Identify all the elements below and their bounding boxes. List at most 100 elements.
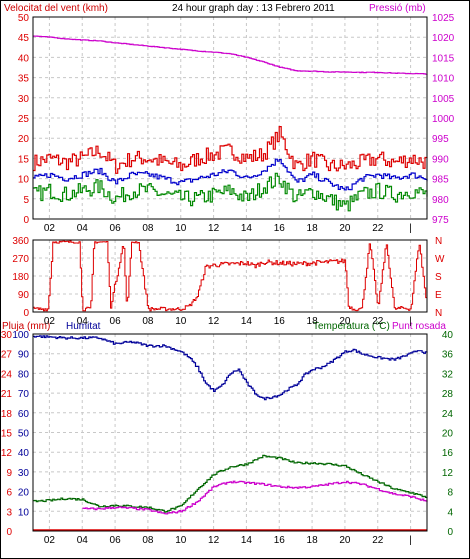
rain-tick-label: 15 (1, 429, 13, 440)
x-tick-label: | (409, 223, 412, 234)
wind-tick-label: 25 (18, 114, 30, 125)
pressure-tick-label: 1000 (432, 114, 455, 125)
humidity-tick-label: 100 (12, 330, 29, 341)
temperature-tick-label: 8 (447, 488, 453, 499)
dewpoint-axis-label: Punt rosada (392, 321, 446, 332)
x-tick-label: 20 (339, 223, 351, 234)
x-tick-label: 16 (274, 316, 286, 327)
pressure-tick-label: 990 (432, 154, 449, 165)
temperature-tick-label: 36 (442, 350, 454, 361)
direction-tick-label: 270 (12, 254, 29, 265)
temperature-tick-label: 40 (442, 330, 454, 341)
x-tick-label: 16 (274, 535, 286, 546)
rain-tick-label: 6 (6, 488, 12, 499)
humidity-tick-label: 70 (18, 389, 30, 400)
x-tick-label: 14 (241, 316, 253, 327)
direction-compass-label: N (435, 236, 442, 247)
x-tick-label: 16 (274, 223, 286, 234)
x-tick-label: 04 (77, 223, 89, 234)
rain-axis-label: Pluja (mm) (2, 321, 50, 332)
rain-tick-label: 21 (1, 389, 13, 400)
series-wind-direction (33, 240, 428, 312)
x-tick-label: 14 (241, 223, 253, 234)
series-wind-speed (33, 126, 428, 174)
x-tick-label: | (409, 316, 412, 327)
humidity-tick-label: 10 (18, 507, 30, 518)
temperature-tick-label: 0 (447, 527, 453, 538)
series-layer (33, 35, 428, 531)
wind-axis-label: Velocitat del vent (kmh) (4, 3, 108, 14)
pressure-tick-label: 1010 (432, 74, 455, 85)
humidity-tick-label: 90 (18, 350, 30, 361)
x-tick-label: 02 (44, 223, 56, 234)
rain-tick-label: 27 (1, 350, 13, 361)
humidity-axis-label: Humitat (66, 321, 101, 332)
direction-tick-label: 180 (12, 272, 29, 283)
panel-frame (32, 333, 428, 532)
x-tick-label: 08 (142, 535, 154, 546)
rain-tick-label: 9 (6, 468, 12, 479)
x-tick-label: 10 (175, 316, 187, 327)
direction-compass-label: N (435, 308, 442, 319)
x-tick-label: 12 (208, 316, 220, 327)
humidity-tick-label: 30 (18, 468, 30, 479)
x-tick-label: 06 (110, 316, 122, 327)
panel-frame (32, 16, 428, 220)
x-tick-label: 02 (44, 535, 56, 546)
x-tick-label: 06 (110, 223, 122, 234)
humidity-tick-label: 80 (18, 369, 30, 380)
wind-tick-label: 20 (18, 134, 30, 145)
humidity-tick-label: 20 (18, 488, 30, 499)
rain-tick-label: 3 (6, 507, 12, 518)
wind-tick-label: 40 (18, 53, 30, 64)
direction-compass-label: W (435, 254, 445, 265)
temperature-tick-label: 12 (442, 468, 454, 479)
pressure-axis-label: Pressió (mb) (369, 3, 426, 14)
temperature-tick-label: 28 (442, 389, 454, 400)
series-pressure (33, 35, 428, 75)
wind-tick-label: 5 (23, 195, 29, 206)
wind-tick-label: 0 (23, 215, 29, 226)
direction-compass-label: E (435, 290, 442, 301)
pressure-tick-label: 1020 (432, 33, 455, 44)
rain-tick-label: 0 (6, 527, 12, 538)
x-tick-label: 18 (307, 535, 319, 546)
direction-tick-label: 360 (12, 236, 29, 247)
temperature-tick-label: 32 (442, 369, 454, 380)
x-tick-label: 14 (241, 535, 253, 546)
pressure-tick-label: 1025 (432, 13, 455, 24)
x-tick-label: 18 (307, 223, 319, 234)
temperature-tick-label: 24 (442, 409, 454, 420)
x-tick-label: 10 (175, 223, 187, 234)
humidity-tick-label: 40 (18, 448, 30, 459)
wind-tick-label: 30 (18, 94, 30, 105)
x-tick-label: 10 (175, 535, 187, 546)
wind-tick-label: 35 (18, 74, 30, 85)
pressure-tick-label: 980 (432, 195, 449, 206)
grid-layer (33, 16, 427, 532)
series-temperature (33, 454, 428, 513)
x-tick-label: 12 (208, 223, 220, 234)
pressure-tick-label: 1005 (432, 94, 455, 105)
x-tick-label: 08 (142, 223, 154, 234)
pressure-tick-label: 1015 (432, 53, 455, 64)
humidity-tick-label: 50 (18, 429, 30, 440)
temperature-axis-label: Temperatura (°C) (313, 321, 390, 332)
rain-tick-label: 24 (1, 369, 13, 380)
pressure-tick-label: 985 (432, 175, 449, 186)
x-tick-label: 04 (77, 316, 89, 327)
x-tick-label: 22 (372, 223, 384, 234)
panel-frame (32, 239, 428, 313)
pressure-tick-label: 975 (432, 215, 449, 226)
wind-tick-label: 15 (18, 154, 30, 165)
x-tick-label: 18 (307, 316, 319, 327)
series-dewpoint (82, 480, 428, 515)
x-tick-label: 20 (339, 316, 351, 327)
wind-tick-label: 10 (18, 175, 30, 186)
rain-tick-label: 12 (1, 448, 13, 459)
temperature-tick-label: 4 (447, 507, 453, 518)
